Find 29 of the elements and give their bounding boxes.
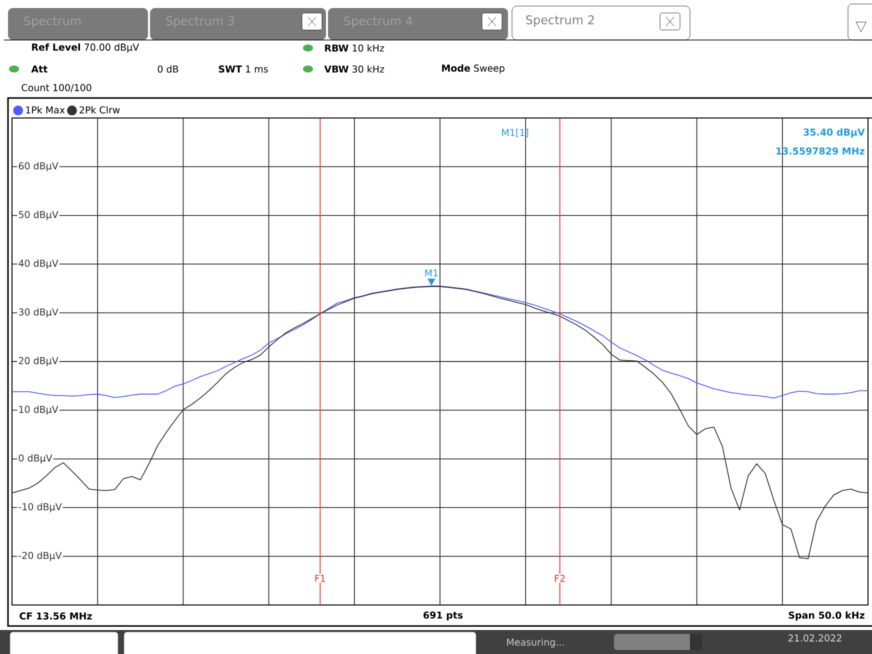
annotation: M1 [425, 269, 438, 276]
legend-label: 2Pk Clrw [80, 106, 120, 114]
annotation: 35.40 dBµV [804, 128, 865, 138]
y-tick-label: 60 dBµV [18, 162, 58, 172]
annotation: F2 [555, 574, 565, 582]
text: Mode Sweep [442, 64, 504, 74]
y-tick-label: 10 dBµV [19, 406, 58, 415]
y-tick-label: 40 dBµV [18, 260, 58, 269]
text: Att [31, 66, 48, 72]
y-tick-label: 50 dBµV [18, 210, 58, 220]
text: Count 100/100 [22, 84, 92, 92]
text: Ref Level 70.00 dBµV [32, 43, 140, 53]
text: VBW 30 kHz [324, 65, 384, 73]
chart-title: Spectrum 2 [526, 15, 594, 27]
y-tick-label: 30 dBµV [18, 308, 58, 318]
y-tick-label: 20 dBµV [18, 356, 58, 366]
y-tick-label: -20 dBµV [18, 552, 62, 561]
y-tick-label: -10 dBµV [18, 503, 62, 512]
text: SWT 1 ms [218, 65, 268, 73]
text: CF 13.56 MHz [20, 612, 92, 620]
text: Measuring... [507, 638, 564, 648]
text: 21.02.2022 [788, 634, 842, 642]
text: 691 pts [424, 611, 463, 621]
text: 0 dB [158, 65, 178, 73]
text: Span 50.0 kHz [788, 611, 864, 621]
legend-label: 1Pk Max [26, 106, 65, 114]
annotation: F1 [315, 574, 326, 582]
y-tick-label: 0 dBµV [18, 454, 52, 464]
text: RBW 10 kHz [325, 44, 384, 52]
